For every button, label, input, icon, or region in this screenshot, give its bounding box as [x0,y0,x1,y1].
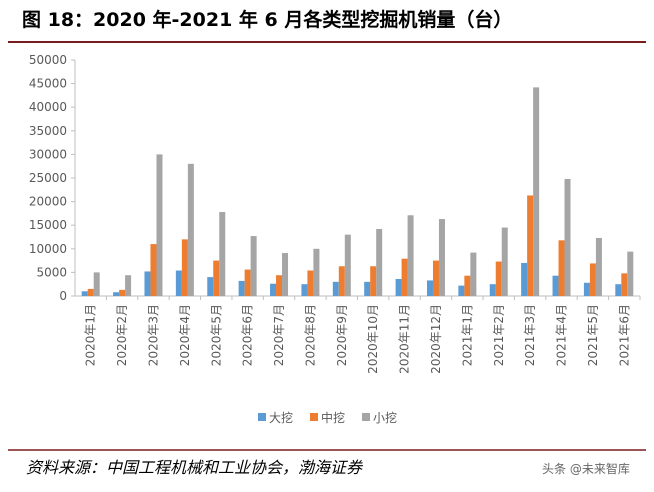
bar [615,284,622,296]
bar [187,163,194,296]
x-tick-label: 2020年8月 [303,304,317,366]
x-tick-label: 2021年1月 [460,304,474,366]
y-tick-label: 50000 [29,53,67,67]
bar [401,258,408,296]
bar [207,277,214,296]
x-tick-label: 2020年10月 [366,304,380,374]
bar [313,248,320,296]
bar [495,261,502,296]
bar [432,260,439,296]
bar [213,260,220,296]
bar [558,240,565,296]
x-tick-label: 2021年6月 [617,304,631,366]
bar [81,291,88,296]
bar [144,271,151,296]
y-tick-label: 40000 [29,100,67,114]
y-tick-label: 5000 [36,265,67,279]
bar [87,288,94,296]
y-tick-label: 0 [59,289,67,303]
legend-label: 中挖 [321,410,345,425]
bar [307,270,314,296]
legend-swatch [362,413,370,421]
bar [470,252,477,296]
bar [150,244,157,296]
bar [627,251,634,296]
x-tick-label: 2020年1月 [84,304,98,366]
bar [527,195,534,296]
bar [458,285,465,296]
bar [219,211,226,296]
bar [181,239,188,296]
x-tick-label: 2020年12月 [429,304,443,374]
bar [533,87,540,296]
bar [276,275,283,296]
x-tick-label: 2020年2月 [115,304,129,366]
y-tick-label: 45000 [29,77,67,91]
bar [370,266,377,296]
bar [238,280,245,296]
watermark: 头条 @未来智库 [542,461,630,476]
chart-title: 图 18：2020 年-2021 年 6 月各类型挖掘机销量（台） [22,8,512,31]
x-tick-label: 2021年5月 [586,304,600,366]
legend-swatch [258,413,266,421]
bar [426,280,433,296]
y-tick-label: 10000 [29,242,67,256]
x-tick-label: 2021年2月 [492,304,506,366]
y-tick-label: 35000 [29,124,67,138]
bar [93,272,100,296]
bar [521,262,528,296]
x-tick-label: 2020年5月 [209,304,223,366]
x-tick-label: 2021年4月 [555,304,569,366]
y-tick-label: 15000 [29,218,67,232]
legend-swatch [310,413,318,421]
x-tick-label: 2020年3月 [146,304,160,366]
y-tick-label: 25000 [29,171,67,185]
bar [282,253,289,296]
x-tick-label: 2020年4月 [178,304,192,366]
bar [113,292,120,296]
legend-label: 小挖 [373,410,397,425]
bar [270,283,277,296]
bar [332,281,339,296]
bar [301,284,308,296]
bar [119,289,126,296]
bar [156,154,163,296]
x-tick-label: 2021年3月 [523,304,537,366]
x-tick-label: 2020年11月 [398,304,412,374]
bar [175,270,182,296]
bar [344,234,351,296]
bar [244,269,251,296]
bar [338,266,345,296]
x-tick-label: 2020年7月 [272,304,286,366]
bar [438,219,445,296]
bar [589,263,596,296]
x-tick-label: 2020年9月 [335,304,349,366]
source: 资料来源：中国工程机械和工业协会，渤海证券 [26,458,364,477]
y-tick-label: 20000 [29,195,67,209]
bar [364,281,371,296]
y-tick-label: 30000 [29,147,67,161]
x-tick-label: 2020年6月 [241,304,255,366]
bar [501,227,508,296]
bar [621,273,628,296]
bar [489,284,496,296]
bar [395,279,402,296]
bar [125,275,132,296]
bar [564,178,571,296]
bar [407,215,414,296]
legend-label: 大挖 [269,410,293,425]
bar [595,237,602,296]
bar [552,275,559,296]
bar [250,236,257,296]
bar [464,275,471,296]
bar [583,282,590,296]
bar [376,228,383,296]
